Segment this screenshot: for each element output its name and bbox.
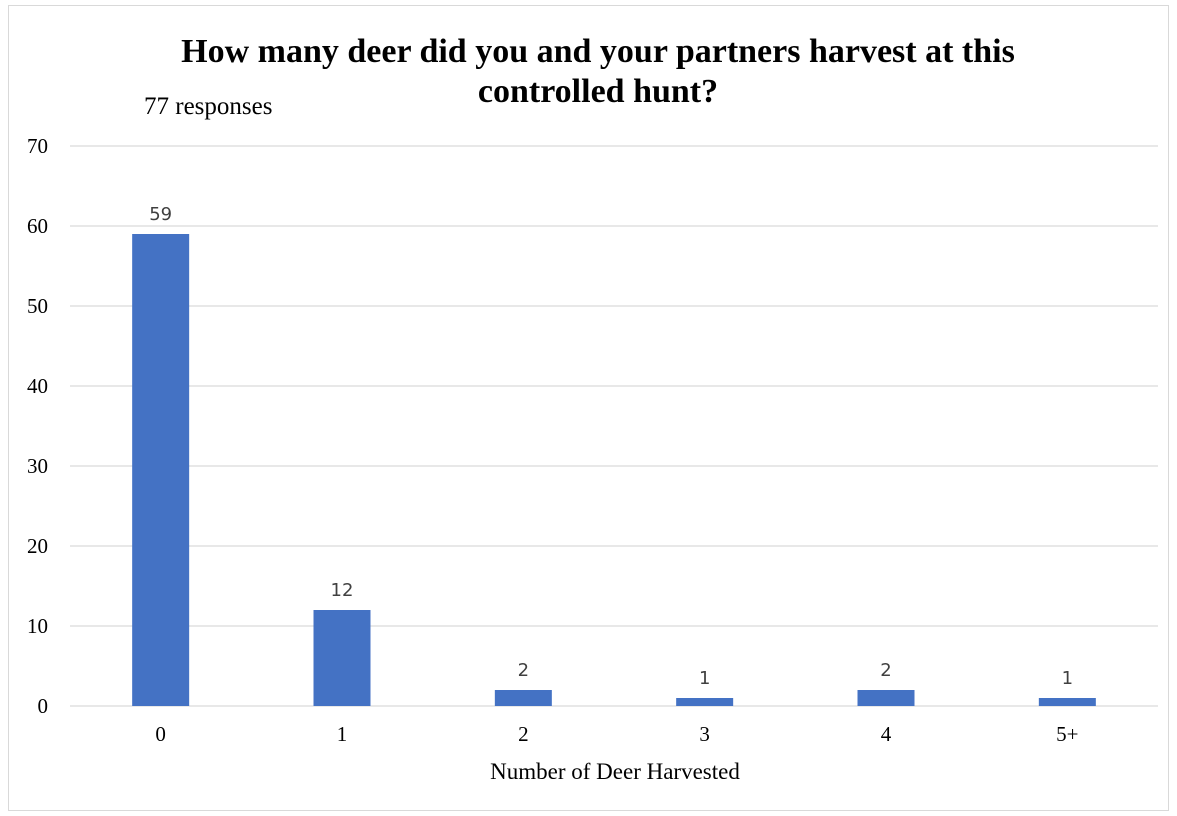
x-tick-label: 3 (699, 722, 710, 746)
x-axis-ticks: 0 1 2 3 4 5+ (155, 722, 1078, 746)
y-tick-label: 50 (27, 294, 48, 318)
data-label: 2 (880, 660, 891, 681)
x-tick-label: 1 (337, 722, 348, 746)
bar (313, 610, 371, 706)
data-label: 1 (1062, 668, 1073, 689)
y-tick-label: 0 (38, 694, 49, 718)
data-label: 2 (518, 660, 529, 681)
x-tick-label: 2 (518, 722, 529, 746)
chart-frame (8, 5, 1169, 811)
y-tick-label: 40 (27, 374, 48, 398)
x-tick-label: 5+ (1056, 722, 1078, 746)
bar (132, 234, 190, 706)
y-tick-label: 30 (27, 454, 48, 478)
y-axis-ticks: 0 10 20 30 40 50 60 70 (27, 134, 48, 718)
chart-title-line-2: controlled hunt? (478, 73, 718, 110)
bar (1038, 698, 1096, 706)
x-tick-label: 4 (881, 722, 892, 746)
data-label: 12 (331, 580, 354, 601)
data-label: 59 (149, 204, 172, 225)
data-label: 1 (699, 668, 710, 689)
chart-title-line-1: How many deer did you and your partners … (181, 33, 1015, 70)
bars (132, 234, 1096, 706)
x-axis-title: Number of Deer Harvested (490, 759, 740, 784)
gridlines (70, 145, 1158, 707)
x-tick-label: 0 (155, 722, 166, 746)
y-tick-label: 10 (27, 614, 48, 638)
bar (857, 690, 915, 706)
y-tick-label: 60 (27, 214, 48, 238)
bar (494, 690, 552, 706)
y-tick-label: 70 (27, 134, 48, 158)
response-count: 77 responses (144, 93, 272, 120)
bar (676, 698, 734, 706)
y-tick-label: 20 (27, 534, 48, 558)
